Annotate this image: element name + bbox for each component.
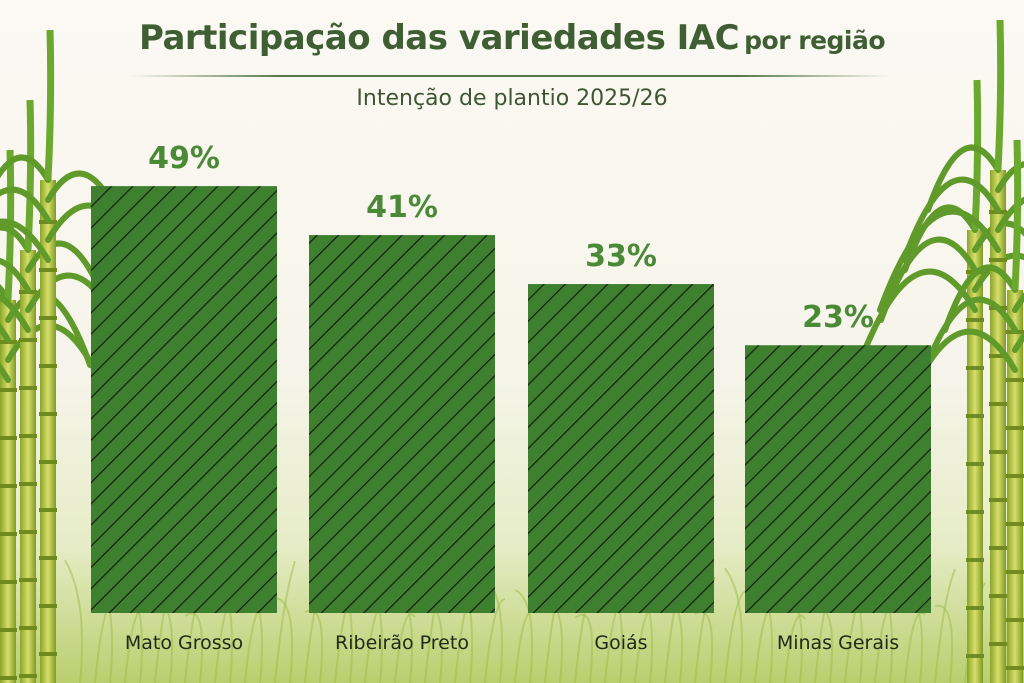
category-label: Goiás — [594, 632, 647, 654]
bar-ribeirão-preto — [309, 235, 495, 613]
category-label: Minas Gerais — [777, 632, 899, 654]
category-label: Ribeirão Preto — [335, 632, 469, 654]
value-label: 23% — [802, 300, 874, 335]
bar-goiás — [528, 284, 714, 613]
value-label: 33% — [585, 239, 657, 274]
value-label: 41% — [366, 190, 438, 225]
value-label: 49% — [148, 141, 220, 176]
category-label: Mato Grosso — [125, 632, 243, 654]
bar-minas-gerais — [745, 345, 931, 613]
chart-subtitle: Intenção de plantio 2025/26 — [356, 86, 668, 111]
title-divider — [130, 75, 890, 77]
chart-title: Participação das variedades IAC por regi… — [0, 18, 1024, 58]
bar-mato-grosso — [91, 186, 277, 613]
title-suffix: por região — [744, 26, 886, 55]
title-main: Participação das variedades IAC — [138, 18, 740, 58]
